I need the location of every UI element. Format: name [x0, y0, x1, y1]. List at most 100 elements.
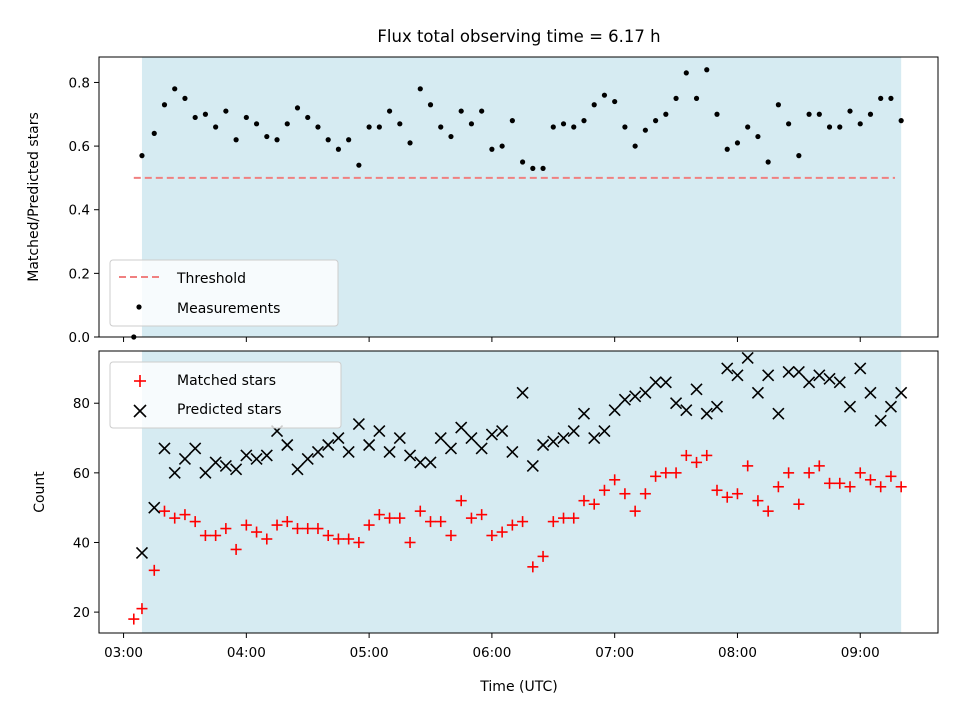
matched-stars-point	[639, 488, 651, 500]
matched-stars-point	[312, 523, 324, 535]
predicted-stars-point	[434, 431, 447, 445]
measurement-point	[581, 118, 587, 124]
predicted-stars-point	[485, 428, 498, 441]
y-tick-label: 0.6	[69, 139, 90, 155]
count-panel: 20 40 60 80 03:00 04:00 05:00 06:00 07:00 08:00 09…	[32, 350, 939, 695]
predicted-stars-point	[322, 438, 335, 452]
predicted-stars-point	[363, 438, 376, 452]
matched-stars-point	[824, 477, 836, 489]
measurement-point	[448, 133, 454, 140]
measurement-point	[479, 108, 485, 114]
measurement-point	[867, 111, 874, 117]
predicted-stars-point	[496, 425, 509, 438]
measurement-point	[172, 86, 178, 92]
matched-stars-point	[136, 603, 148, 615]
matched-stars-point	[578, 495, 590, 507]
measurement-point	[550, 124, 556, 130]
measurement-point	[376, 124, 382, 130]
measurement-point	[151, 130, 157, 136]
measurement-point	[632, 143, 638, 149]
matched-stars-point	[506, 519, 518, 531]
measurement-point	[192, 114, 198, 121]
measurement-point	[161, 102, 168, 108]
predicted-stars-point	[608, 404, 621, 417]
predicted-stars-point	[588, 431, 601, 445]
predicted-stars-point	[782, 365, 795, 378]
measurement-point	[775, 102, 781, 108]
measurement-point	[315, 124, 321, 130]
measurement-point	[468, 121, 475, 127]
measurement-point	[714, 111, 720, 117]
predicted-stars-point	[516, 386, 529, 399]
measurement-point	[223, 108, 229, 114]
matched-stars-point	[762, 505, 774, 517]
predicted-stars-point	[444, 442, 458, 455]
x-tick-label: 07:00	[595, 645, 634, 661]
measurement-point	[816, 111, 822, 117]
predicted-stars-point	[792, 365, 805, 378]
ratio-plot-area	[131, 67, 904, 340]
measurement-point	[243, 114, 249, 121]
y-tick-label: 0.0	[69, 330, 90, 346]
measurement-point	[612, 98, 618, 105]
matched-stars-point	[394, 512, 406, 524]
measurement-point	[458, 108, 464, 114]
matched-stars-point	[813, 460, 825, 472]
predicted-stars-point	[506, 445, 519, 459]
matched-stars-point	[445, 530, 457, 542]
matched-stars-point	[701, 449, 713, 461]
measurement-point	[683, 70, 689, 76]
x-tick-label: 09:00	[841, 645, 880, 661]
y-tick-label: 60	[73, 466, 90, 482]
matched-stars-point	[803, 467, 815, 479]
x-axis-label: Time (UTC)	[479, 679, 557, 695]
predicted-stars-point	[751, 386, 764, 399]
measurement-point	[233, 137, 239, 143]
predicted-stars-point	[240, 449, 253, 462]
matched-stars-point	[251, 526, 263, 538]
matched-stars-point	[711, 484, 723, 496]
matched-stars-point	[158, 505, 170, 517]
predicted-stars-point	[281, 438, 294, 452]
legend-measurements-swatch	[136, 304, 142, 310]
measurement-point	[499, 143, 505, 149]
predicted-stars-point	[178, 452, 192, 465]
matched-stars-point	[793, 498, 805, 510]
matched-stars-point	[271, 519, 283, 531]
predicted-stars-point	[373, 425, 386, 438]
matched-stars-point	[752, 495, 764, 507]
predicted-stars-point	[547, 435, 560, 448]
predicted-stars-point	[135, 546, 149, 559]
chart-title: Flux total observing time = 6.17 h	[377, 27, 660, 46]
matched-stars-point	[210, 530, 222, 542]
predicted-stars-point	[536, 438, 550, 452]
measurement-point	[673, 95, 679, 101]
predicted-stars-point	[813, 369, 826, 382]
matched-stars-point	[476, 509, 488, 521]
predicted-stars-point	[424, 456, 437, 469]
count-plot-area	[128, 351, 908, 625]
predicted-stars-point	[803, 376, 816, 389]
ratio-legend: Threshold Measurements	[109, 259, 339, 327]
measurement-point	[274, 137, 280, 143]
measurement-point	[745, 124, 751, 130]
predicted-stars-point	[291, 463, 304, 476]
measurement-point	[417, 86, 423, 92]
matched-stars-point	[455, 495, 467, 507]
matched-stars-point	[128, 613, 140, 625]
matched-stars-point	[404, 536, 416, 548]
predicted-stars-point	[414, 456, 427, 469]
predicted-stars-point	[833, 376, 846, 389]
matched-stars-point	[322, 530, 334, 542]
measurement-point	[397, 121, 403, 127]
measurement-point	[571, 124, 577, 130]
matched-stars-point	[691, 456, 703, 468]
matched-stars-point	[189, 516, 201, 528]
predicted-stars-point	[874, 414, 887, 427]
matched-stars-point	[291, 523, 303, 535]
predicted-stars-point	[680, 404, 693, 417]
matched-stars-point	[547, 516, 559, 528]
matched-stars-point	[629, 505, 641, 517]
measurement-point	[765, 159, 771, 165]
matched-stars-point	[384, 512, 396, 524]
